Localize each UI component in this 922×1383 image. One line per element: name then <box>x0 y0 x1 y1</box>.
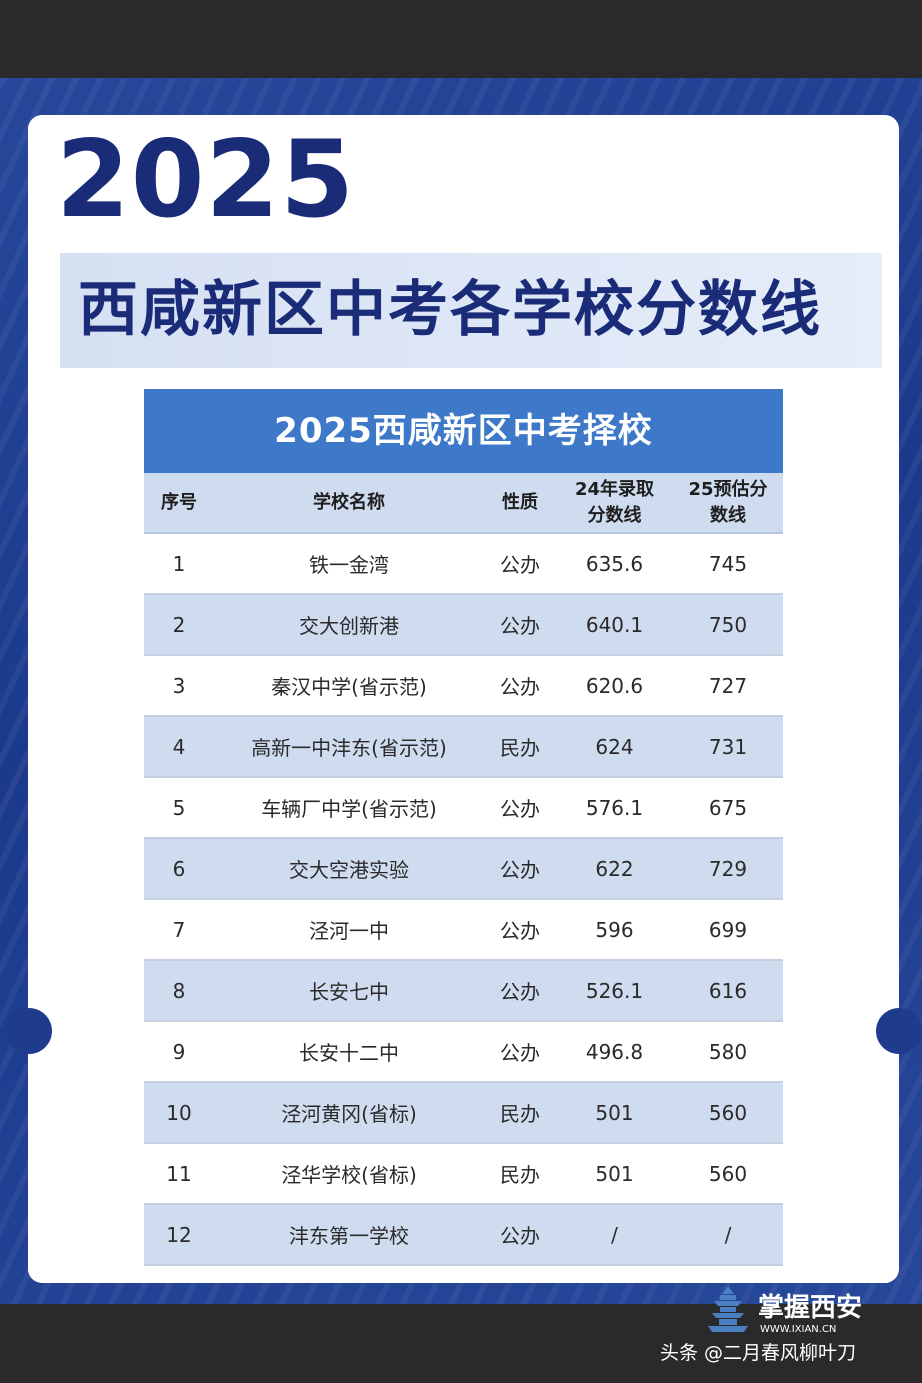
cell-index: 4 <box>144 716 214 778</box>
cell-school-name: 秦汉中学(省示范) <box>214 655 484 717</box>
cell-score-2024: 501 <box>556 1143 673 1205</box>
logo-text: 掌握西安 <box>758 1293 862 1323</box>
ticket-notch-right <box>876 1008 922 1054</box>
cell-score-2025: 616 <box>673 960 783 1022</box>
header-type: 性质 <box>484 473 556 534</box>
cell-school-name: 长安七中 <box>214 960 484 1022</box>
table-body: 1 铁一金湾 公办 635.6 745 2 交大创新港 公办 640.1 750 3 秦汉中学(省示范… <box>144 533 783 1266</box>
cell-type: 公办 <box>484 594 556 656</box>
cell-index: 3 <box>144 655 214 717</box>
author-credit[interactable]: 头条 @二月春风柳叶刀 <box>660 1342 857 1364</box>
title-banner <box>60 253 882 368</box>
table-row: 10 泾河黄冈(省标) 民办 501 560 <box>144 1082 783 1144</box>
cell-school-name: 交大创新港 <box>214 594 484 656</box>
cell-score-2025: 745 <box>673 533 783 595</box>
cell-score-2025: 731 <box>673 716 783 778</box>
cell-score-2025: 580 <box>673 1021 783 1083</box>
cell-school-name: 铁一金湾 <box>214 533 484 595</box>
pagoda-icon <box>708 1286 748 1332</box>
cell-index: 10 <box>144 1082 214 1144</box>
cell-index: 1 <box>144 533 214 595</box>
table-row: 11 泾华学校(省标) 民办 501 560 <box>144 1143 783 1205</box>
cell-type: 民办 <box>484 1082 556 1144</box>
cell-score-2025: / <box>673 1204 783 1266</box>
cell-school-name: 泾河一中 <box>214 899 484 961</box>
cell-index: 11 <box>144 1143 214 1205</box>
header-score-2024: 24年录取 分数线 <box>556 473 673 534</box>
cell-index: 6 <box>144 838 214 900</box>
table-row: 5 车辆厂中学(省示范) 公办 576.1 675 <box>144 777 783 839</box>
table-row: 4 高新一中沣东(省示范) 民办 624 731 <box>144 716 783 778</box>
cell-index: 5 <box>144 777 214 839</box>
cell-type: 公办 <box>484 1204 556 1266</box>
cell-score-2024: 640.1 <box>556 594 673 656</box>
header-index: 序号 <box>144 473 214 534</box>
cell-school-name: 高新一中沣东(省示范) <box>214 716 484 778</box>
cell-score-2024: 596 <box>556 899 673 961</box>
table-row: 8 长安七中 公办 526.1 616 <box>144 960 783 1022</box>
ticket-notch-left <box>6 1008 52 1054</box>
table-row: 2 交大创新港 公办 640.1 750 <box>144 594 783 656</box>
score-table: 序号 学校名称 性质 24年录取 分数线 25预估分 数线 1 铁一金湾 公办 635… <box>144 473 783 1266</box>
cell-score-2025: 699 <box>673 899 783 961</box>
cell-score-2025: 750 <box>673 594 783 656</box>
cell-type: 公办 <box>484 655 556 717</box>
cell-type: 民办 <box>484 716 556 778</box>
cell-type: 公办 <box>484 838 556 900</box>
cell-score-2025: 560 <box>673 1082 783 1144</box>
cell-type: 公办 <box>484 777 556 839</box>
cell-index: 8 <box>144 960 214 1022</box>
cell-score-2024: 496.8 <box>556 1021 673 1083</box>
table-row: 6 交大空港实验 公办 622 729 <box>144 838 783 900</box>
cell-score-2025: 560 <box>673 1143 783 1205</box>
top-bar <box>0 0 922 78</box>
poster-year: 2025 <box>56 118 356 241</box>
cell-type: 民办 <box>484 1143 556 1205</box>
zhangwo-xian-logo: 掌握西安 WWW.IXIAN.CN <box>708 1286 862 1335</box>
bottom-bar <box>0 1304 922 1383</box>
cell-score-2024: 620.6 <box>556 655 673 717</box>
score-table-container: 2025西咸新区中考择校 序号 学校名称 性质 24年录取 分数线 25预估分 … <box>144 389 783 1266</box>
cell-school-name: 沣东第一学校 <box>214 1204 484 1266</box>
cell-school-name: 泾河黄冈(省标) <box>214 1082 484 1144</box>
cell-score-2024: 635.6 <box>556 533 673 595</box>
header-score-2025: 25预估分 数线 <box>673 473 783 534</box>
cell-score-2025: 729 <box>673 838 783 900</box>
table-row: 1 铁一金湾 公办 635.6 745 <box>144 533 783 595</box>
cell-school-name: 车辆厂中学(省示范) <box>214 777 484 839</box>
cell-index: 9 <box>144 1021 214 1083</box>
cell-score-2024: 501 <box>556 1082 673 1144</box>
cell-type: 公办 <box>484 899 556 961</box>
table-row: 7 泾河一中 公办 596 699 <box>144 899 783 961</box>
cell-index: 7 <box>144 899 214 961</box>
cell-score-2024: 624 <box>556 716 673 778</box>
cell-index: 2 <box>144 594 214 656</box>
cell-type: 公办 <box>484 533 556 595</box>
table-header-row: 序号 学校名称 性质 24年录取 分数线 25预估分 数线 <box>144 473 783 534</box>
cell-score-2024: 526.1 <box>556 960 673 1022</box>
cell-type: 公办 <box>484 960 556 1022</box>
header-school-name: 学校名称 <box>214 473 484 534</box>
table-row: 3 秦汉中学(省示范) 公办 620.6 727 <box>144 655 783 717</box>
cell-score-2024: / <box>556 1204 673 1266</box>
poster-title: 西咸新区中考各学校分数线 <box>78 275 822 345</box>
logo-url: WWW.IXIAN.CN <box>760 1324 836 1335</box>
cell-score-2024: 622 <box>556 838 673 900</box>
cell-index: 12 <box>144 1204 214 1266</box>
cell-score-2024: 576.1 <box>556 777 673 839</box>
cell-type: 公办 <box>484 1021 556 1083</box>
cell-school-name: 长安十二中 <box>214 1021 484 1083</box>
table-title: 2025西咸新区中考择校 <box>144 389 783 473</box>
table-row: 9 长安十二中 公办 496.8 580 <box>144 1021 783 1083</box>
cell-school-name: 交大空港实验 <box>214 838 484 900</box>
cell-score-2025: 727 <box>673 655 783 717</box>
cell-school-name: 泾华学校(省标) <box>214 1143 484 1205</box>
cell-score-2025: 675 <box>673 777 783 839</box>
table-row: 12 沣东第一学校 公办 / / <box>144 1204 783 1266</box>
